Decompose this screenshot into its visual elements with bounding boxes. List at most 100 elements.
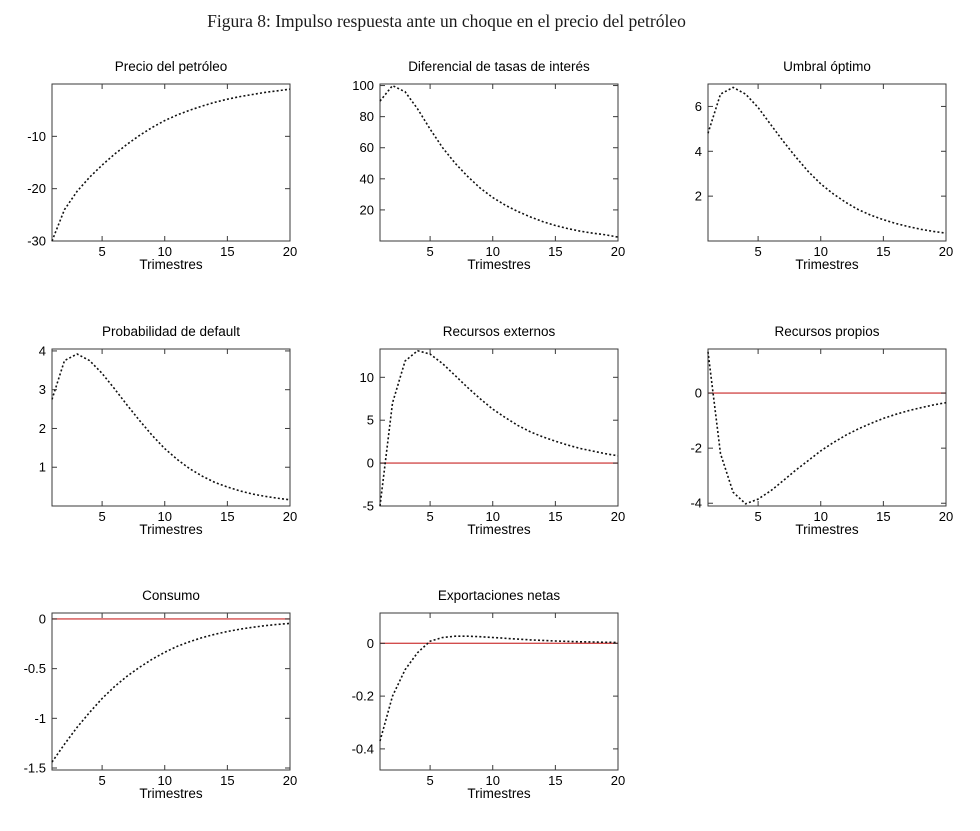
subplot-title: Umbral óptimo xyxy=(783,59,871,74)
y-tick-label: 2 xyxy=(695,189,702,204)
subplot-title: Exportaciones netas xyxy=(437,588,561,603)
x-tick-label: 5 xyxy=(426,509,433,524)
subplot-precio-del-petroleo: 5 10 15 20 -30 -20 -10 Precio del petróleo Tri… xyxy=(0,54,300,299)
subplot-probabilidad-default: 5 10 15 20 1 2 3 4 Probabilidad de default Trim… xyxy=(0,319,300,564)
y-tick-label: -0.5 xyxy=(24,661,46,676)
x-tick-label: 5 xyxy=(426,244,433,259)
plot-area-probabilidad-default: 5 10 15 20 1 2 3 4 xyxy=(39,343,297,524)
y-tick-label: 0 xyxy=(367,636,374,651)
x-tick-label: 20 xyxy=(611,509,625,524)
plot-area-umbral-optimo: 5 10 15 20 2 4 6 xyxy=(695,83,953,259)
subplot-title: Probabilidad de default xyxy=(101,324,241,339)
x-axis-label: Trimestres xyxy=(467,786,531,801)
y-tick-label: 1 xyxy=(39,460,46,475)
axes-box xyxy=(51,348,291,507)
axes-box xyxy=(51,83,291,242)
y-tick-label: -30 xyxy=(27,234,46,249)
x-tick-label: 15 xyxy=(220,773,234,788)
x-axis-label: Trimestres xyxy=(139,786,203,801)
x-tick-label: 10 xyxy=(158,773,172,788)
x-tick-label: 20 xyxy=(611,244,625,259)
y-tick-label: -1.5 xyxy=(24,761,46,776)
response-curve xyxy=(707,86,947,234)
x-tick-label: 10 xyxy=(486,244,500,259)
x-tick-label: 20 xyxy=(283,244,297,259)
x-axis-label: Trimestres xyxy=(139,522,203,537)
axes-box xyxy=(379,348,619,507)
y-tick-label: -0.2 xyxy=(352,689,374,704)
x-tick-label: 20 xyxy=(283,773,297,788)
y-tick-label: 80 xyxy=(360,109,374,124)
plot-area-consumo: 5 10 15 20 -1.5 -1 -0.5 0 xyxy=(24,611,298,788)
plot-area-exportaciones-netas: 5 10 15 20 -0.4 -0.2 0 xyxy=(352,612,625,788)
x-tick-label: 10 xyxy=(158,509,172,524)
x-axis-label: Trimestres xyxy=(139,257,203,272)
subplot-title: Precio del petróleo xyxy=(114,59,228,74)
x-tick-label: 15 xyxy=(220,244,234,259)
plot-area-recursos-propios: 5 10 15 20 -4 -2 0 xyxy=(690,348,953,524)
subplot-diferencial-tasas: 5 10 15 20 20 40 60 80 100 Diferencial de tasas … xyxy=(328,54,628,299)
y-tick-label: 3 xyxy=(39,382,46,397)
axes-box xyxy=(379,612,619,771)
x-tick-label: 15 xyxy=(876,244,890,259)
y-tick-label: -5 xyxy=(362,499,374,514)
y-tick-label: 60 xyxy=(360,140,374,155)
x-tick-label: 15 xyxy=(548,509,562,524)
y-tick-label: 20 xyxy=(360,202,374,217)
x-tick-label: 20 xyxy=(939,509,953,524)
plot-area-recursos-externos: 5 10 15 20 -5 0 5 10 xyxy=(360,348,625,524)
y-tick-label: -4 xyxy=(690,496,702,511)
figure-title: Figura 8: Impulso respuesta ante un choq… xyxy=(207,11,686,31)
subplot-title: Recursos propios xyxy=(774,324,880,339)
subplot-title: Recursos externos xyxy=(442,324,556,339)
axes-box xyxy=(707,83,947,242)
subplot-consumo: 5 10 15 20 -1.5 -1 -0.5 0 Consumo Trimestres xyxy=(0,583,300,828)
y-tick-label: 10 xyxy=(360,370,374,385)
y-tick-label: -2 xyxy=(690,441,702,456)
x-tick-label: 10 xyxy=(486,509,500,524)
x-tick-label: 20 xyxy=(283,509,297,524)
x-tick-label: 15 xyxy=(548,773,562,788)
y-tick-label: -1 xyxy=(34,711,46,726)
axes-box xyxy=(51,612,291,771)
response-curve xyxy=(51,88,291,242)
y-tick-label: 0 xyxy=(39,611,46,626)
subplot-recursos-propios: 5 10 15 20 -4 -2 0 Recursos propios Trimestres xyxy=(656,319,956,564)
x-tick-label: 10 xyxy=(814,244,828,259)
y-tick-label: -20 xyxy=(27,181,46,196)
y-tick-label: 0 xyxy=(367,456,374,471)
x-axis-label: Trimestres xyxy=(467,257,531,272)
x-axis-label: Trimestres xyxy=(795,257,859,272)
response-curve xyxy=(707,351,947,505)
y-tick-label: 2 xyxy=(39,421,46,436)
x-tick-label: 15 xyxy=(548,244,562,259)
subplot-title: Diferencial de tasas de interés xyxy=(408,59,590,74)
response-curve xyxy=(379,635,619,742)
y-tick-label: -10 xyxy=(27,129,46,144)
response-curve xyxy=(51,353,291,501)
response-curve xyxy=(51,622,291,763)
x-tick-label: 20 xyxy=(939,244,953,259)
x-tick-label: 5 xyxy=(754,509,761,524)
y-tick-label: 0 xyxy=(695,386,702,401)
subplot-exportaciones-netas: 5 10 15 20 -0.4 -0.2 0 Exportaciones netas Tri… xyxy=(328,583,628,828)
x-tick-label: 15 xyxy=(220,509,234,524)
x-tick-label: 5 xyxy=(98,244,105,259)
y-tick-label: 40 xyxy=(360,171,374,186)
plot-area-precio-del-petroleo: 5 10 15 20 -30 -20 -10 xyxy=(27,83,297,259)
y-tick-label: 4 xyxy=(695,144,702,159)
plot-area-diferencial-tasas: 5 10 15 20 20 40 60 80 100 xyxy=(352,78,625,259)
y-tick-label: -0.4 xyxy=(352,741,374,756)
y-tick-label: 5 xyxy=(367,413,374,428)
subplot-umbral-optimo: 5 10 15 20 2 4 6 Umbral óptimo Trimestres xyxy=(656,54,956,299)
x-tick-label: 10 xyxy=(158,244,172,259)
axes-box xyxy=(707,348,947,507)
x-tick-label: 15 xyxy=(876,509,890,524)
response-curve xyxy=(379,349,619,507)
x-tick-label: 5 xyxy=(98,509,105,524)
x-tick-label: 5 xyxy=(754,244,761,259)
subplot-recursos-externos: 5 10 15 20 -5 0 5 10 Recursos externos Trimestr… xyxy=(328,319,628,564)
x-tick-label: 10 xyxy=(486,773,500,788)
x-tick-label: 5 xyxy=(98,773,105,788)
